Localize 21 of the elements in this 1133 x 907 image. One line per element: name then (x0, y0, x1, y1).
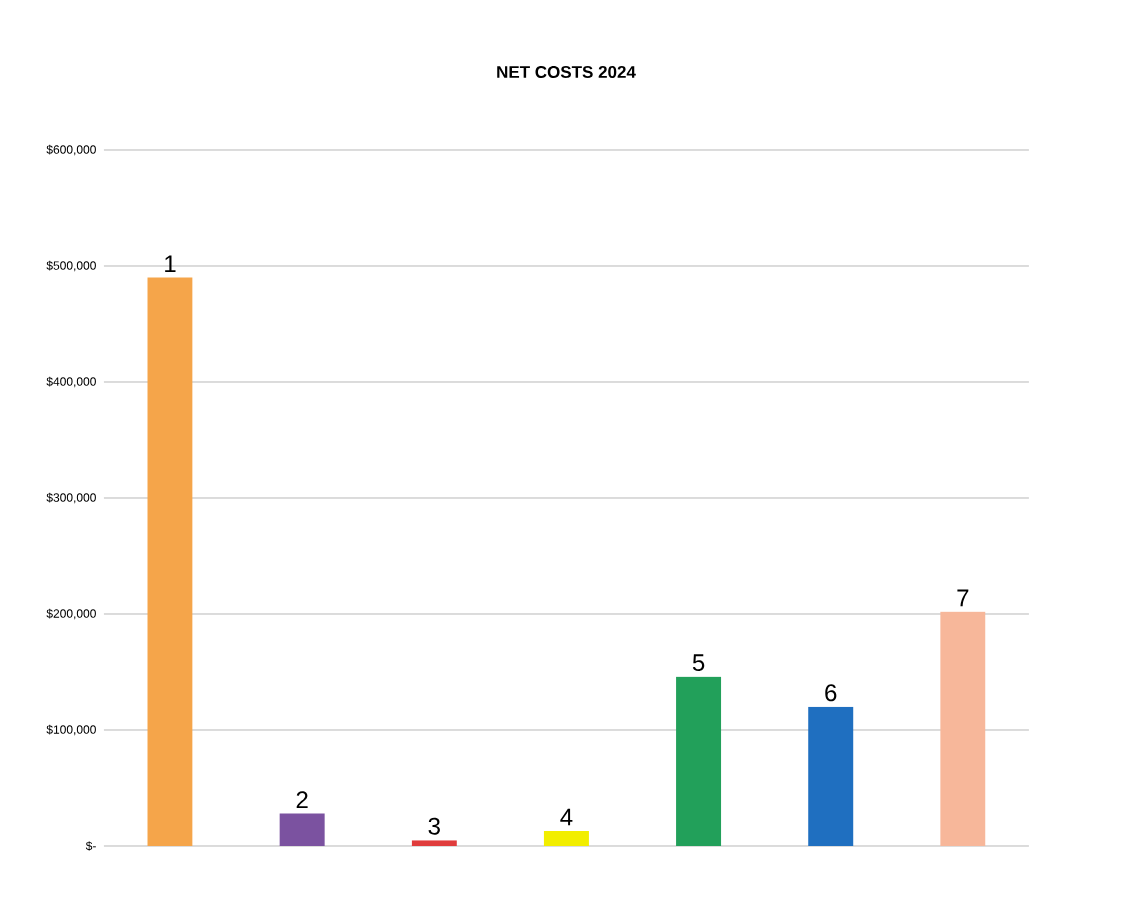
x-tick-label: 5 (692, 654, 705, 672)
y-tick-label: $100,000 (46, 724, 96, 736)
y-tick-label: $600,000 (46, 144, 96, 156)
y-tick-label: $500,000 (46, 260, 96, 272)
y-tick-label: $- (85, 841, 96, 851)
x-tick-label: 7 (957, 589, 969, 607)
y-tick-label: $300,000 (46, 492, 96, 504)
chart-title: NET COSTS 2024 (497, 65, 636, 79)
x-tick-label: 6 (825, 684, 837, 702)
bar (940, 611, 986, 846)
x-tick-label: 4 (560, 808, 573, 826)
bar (676, 676, 722, 846)
y-tick-label: $200,000 (46, 608, 96, 620)
bar (808, 706, 854, 846)
x-tick-label: 1 (165, 255, 176, 273)
bar (279, 813, 325, 846)
y-tick-label: $400,000 (46, 376, 96, 388)
x-tick-label: 3 (428, 817, 440, 835)
bar (543, 830, 589, 846)
bar (147, 277, 193, 846)
x-tick-label: 2 (296, 791, 308, 808)
